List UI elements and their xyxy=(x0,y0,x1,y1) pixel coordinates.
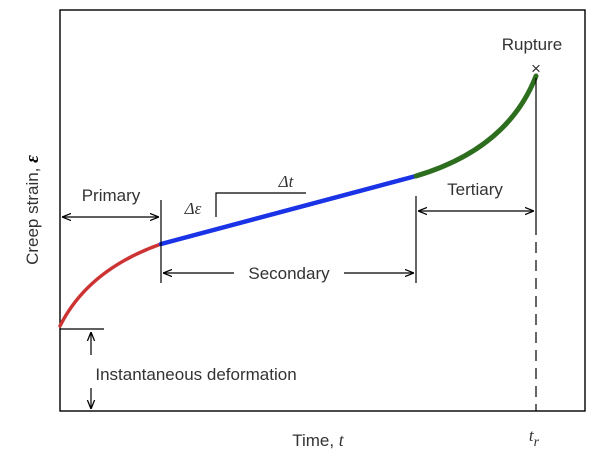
rupture-marker-icon: × xyxy=(531,59,541,78)
x-axis-label: Time, t xyxy=(292,430,345,450)
x-axis-label-text: Time, xyxy=(292,431,339,450)
rupture-time-subscript: r xyxy=(534,435,540,450)
y-axis-label-text: Creep strain, xyxy=(23,163,42,265)
slope-triangle xyxy=(215,192,306,217)
tertiary-stage-label: Tertiary xyxy=(447,180,503,199)
primary-stage-label: Primary xyxy=(82,186,141,205)
instantaneous-deformation-label: Instantaneous deformation xyxy=(95,365,296,384)
delta-t-label: Δt xyxy=(278,172,295,191)
rupture-time-base: t xyxy=(529,426,535,445)
x-axis-symbol: t xyxy=(339,430,345,450)
delta-epsilon-label: Δε xyxy=(184,199,202,218)
y-axis-label: Creep strain, ε xyxy=(22,155,43,265)
secondary-creep-curve xyxy=(158,173,419,247)
primary-creep-curve xyxy=(58,242,163,328)
plot-frame xyxy=(59,9,586,412)
secondary-stage-label: Secondary xyxy=(248,264,330,283)
tertiary-creep-curve xyxy=(413,73,539,179)
y-axis-symbol: ε xyxy=(22,155,43,163)
rupture-label: Rupture xyxy=(502,35,562,54)
rupture-time-label: tr xyxy=(529,426,540,450)
